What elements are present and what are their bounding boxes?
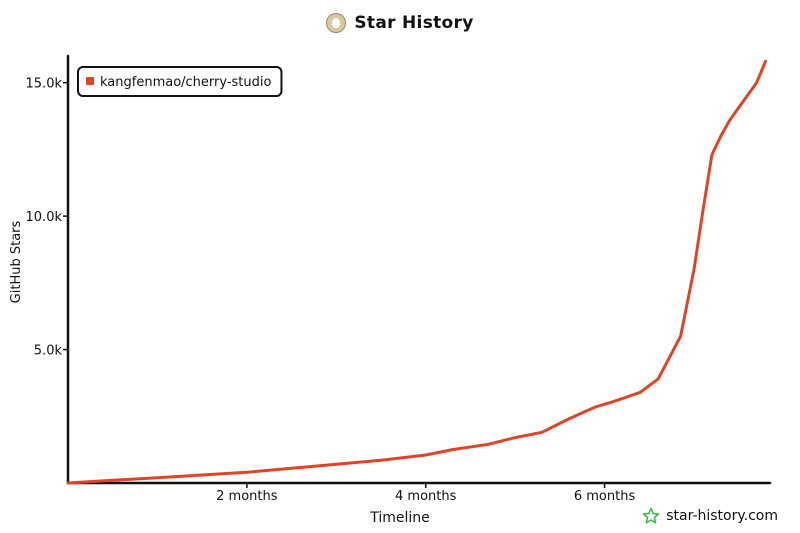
star-outline-icon — [642, 507, 660, 524]
page-title: Star History — [354, 13, 474, 33]
star-history-logo-icon — [326, 13, 347, 33]
legend-swatch — [86, 77, 94, 85]
legend-label: kangfenmao/cherry-studio — [100, 75, 272, 90]
ticks: 2 months 4 months 6 months 5.0k 10.0k 15.0k — [26, 77, 636, 504]
series-layer — [66, 59, 767, 485]
watermark[interactable]: star-history.com — [642, 507, 778, 525]
x-tick-label: 2 months — [216, 489, 278, 504]
y-axis-label: GitHub Stars — [9, 220, 24, 303]
watermark-text: star-history.com — [666, 508, 778, 524]
legend-box — [77, 66, 283, 97]
x-tick-label: 4 months — [395, 489, 457, 504]
y-tick-label: 10.0k — [26, 210, 63, 225]
series-line — [66, 59, 767, 485]
x-axis-label: Timeline — [369, 510, 430, 526]
legend: kangfenmao/cherry-studio — [77, 66, 283, 97]
axes — [66, 54, 772, 485]
chart-header: Star History — [0, 10, 800, 36]
y-tick-label: 15.0k — [26, 77, 63, 92]
x-tick-label: 6 months — [574, 489, 636, 504]
y-tick-label: 5.0k — [34, 344, 63, 359]
